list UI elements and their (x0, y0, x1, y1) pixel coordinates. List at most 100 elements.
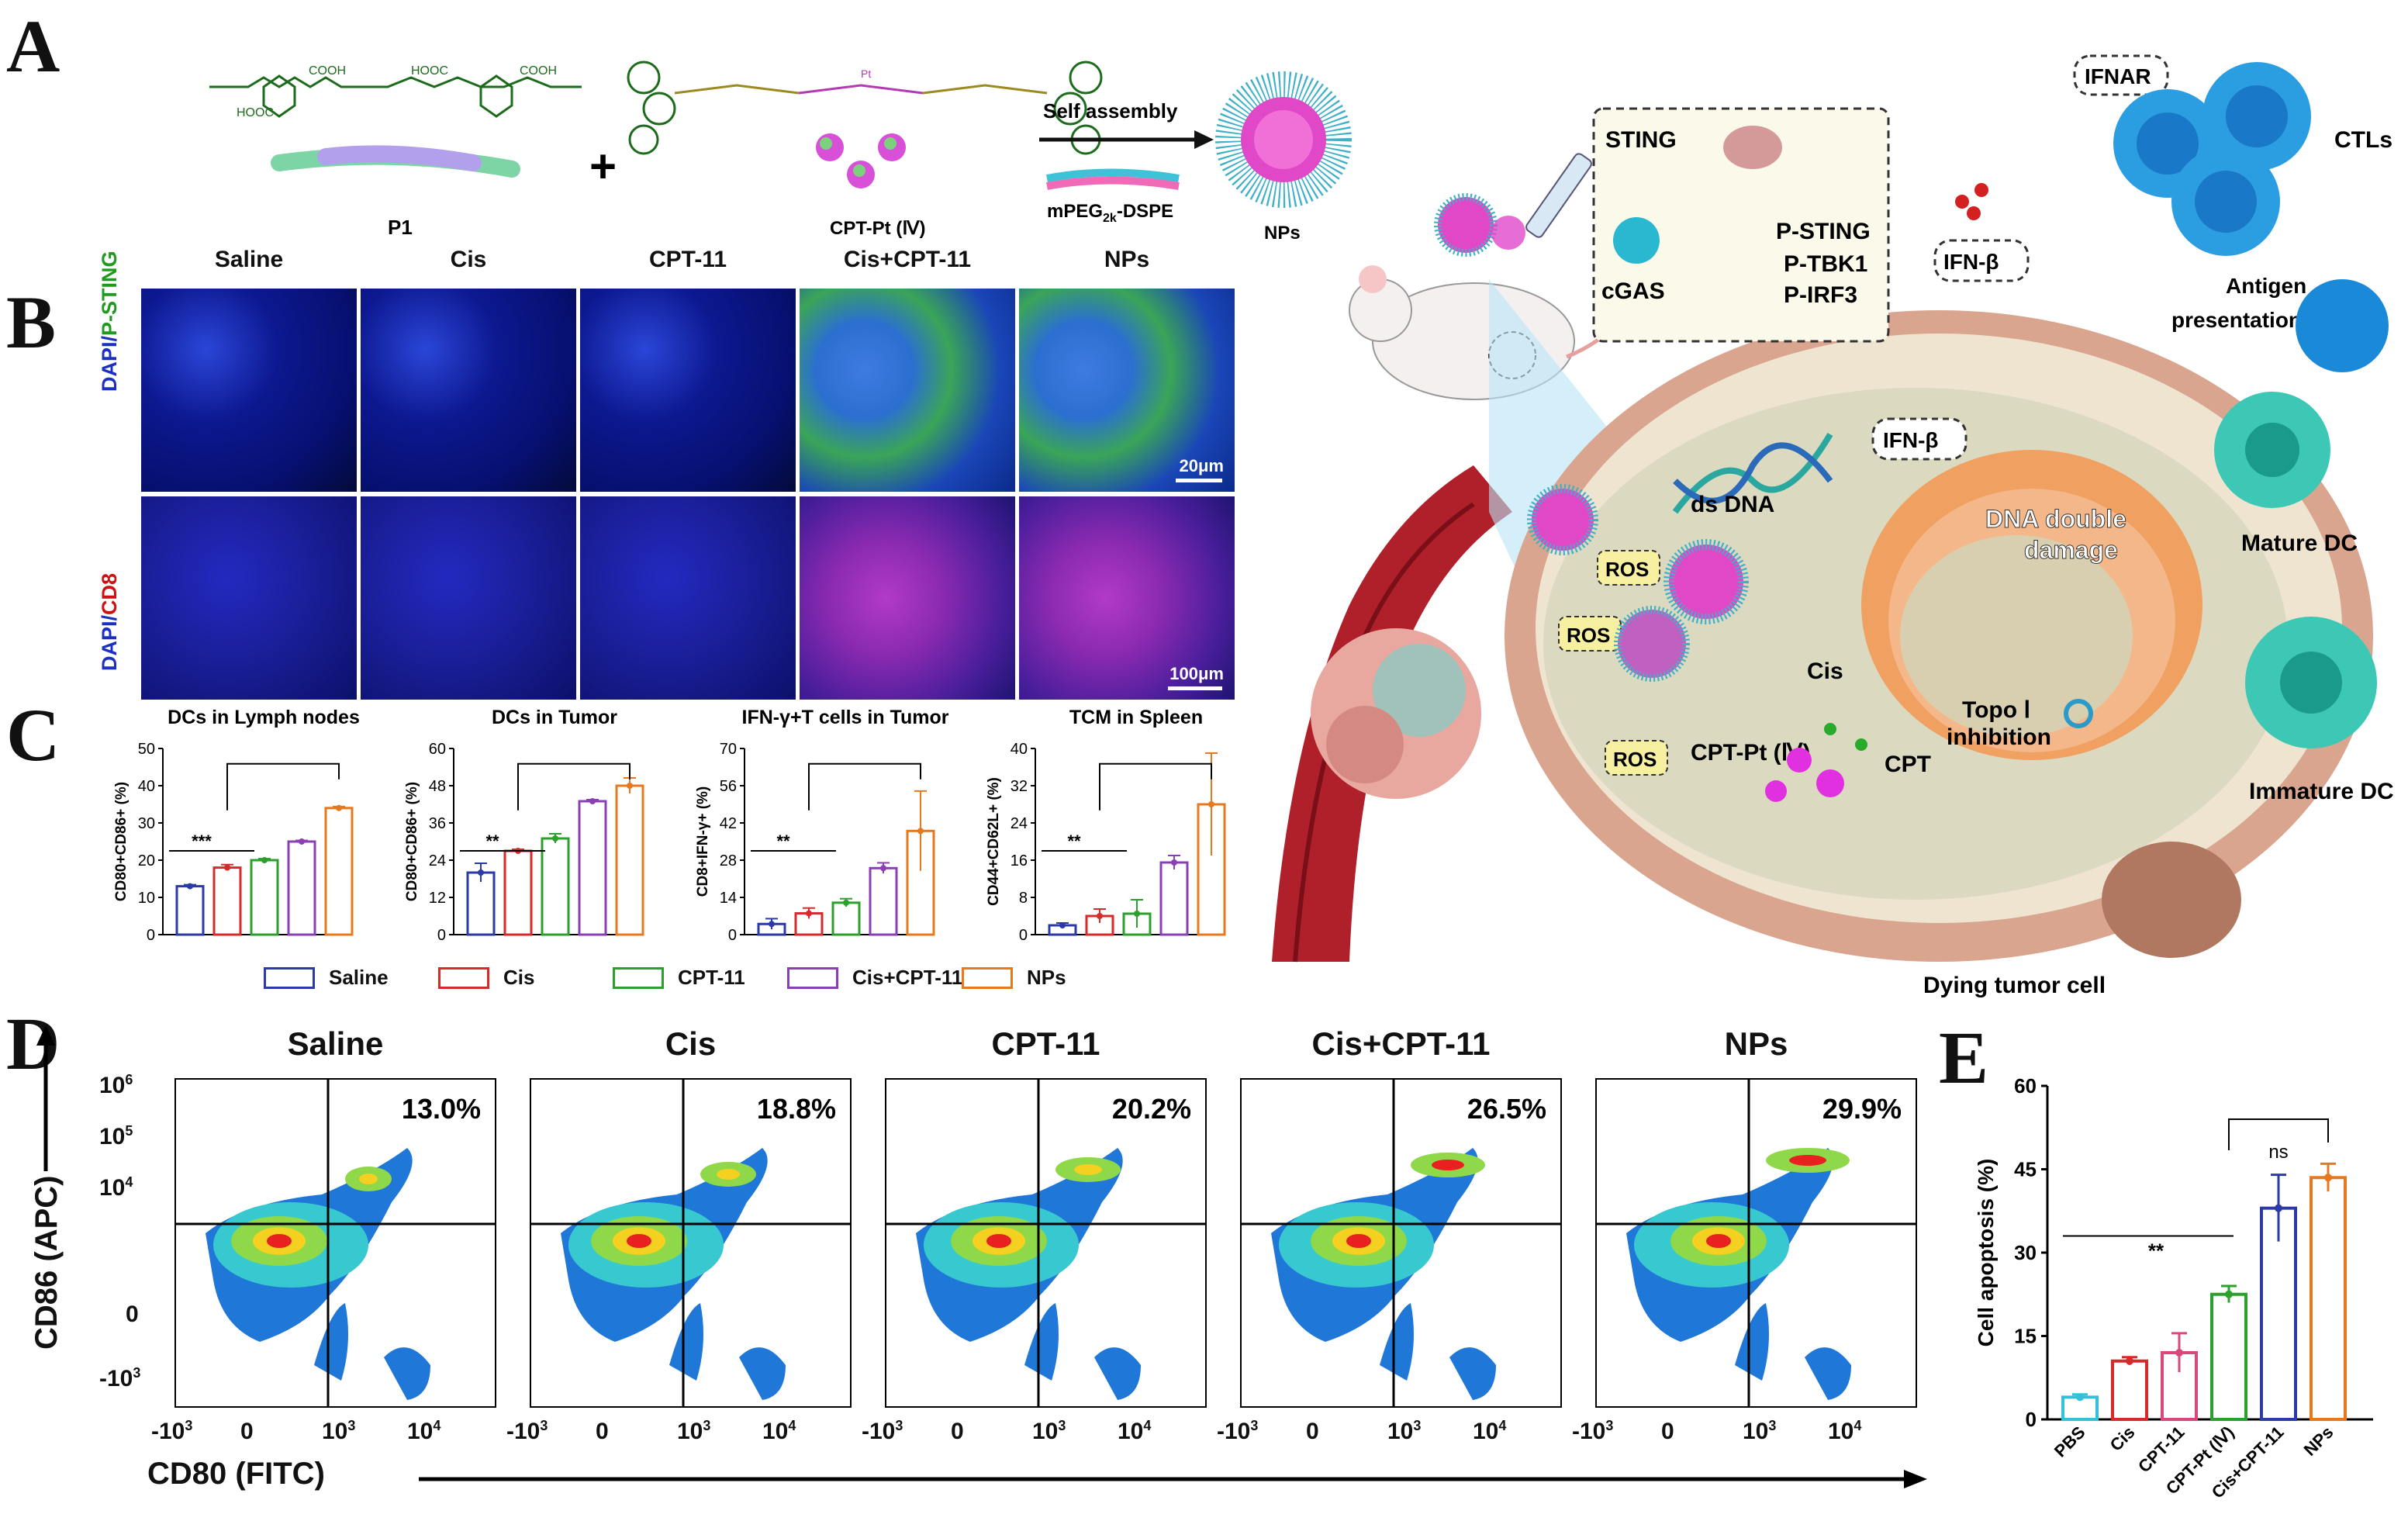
label-dsdna: ds DNA (1691, 492, 1774, 517)
bar (615, 784, 644, 936)
y-axis-label: CD80+CD86+ (%) (404, 782, 420, 901)
data-point (1097, 913, 1103, 919)
bar (175, 885, 205, 936)
micrograph-cd8-nps: 100μm (1019, 496, 1235, 700)
flow-x-tick: -103 (1217, 1418, 1259, 1444)
data-point (1059, 922, 1066, 928)
flow-x-tick: 0 (951, 1419, 964, 1444)
data-point (187, 883, 193, 890)
significance-bracket (2228, 1118, 2329, 1150)
y-tick-label: 0 (1019, 927, 1028, 944)
data-point (2324, 1174, 2332, 1182)
panel-e-letter: E (1939, 1016, 1989, 1099)
flow-x-tick: 104 (1828, 1418, 1862, 1444)
data-point (261, 857, 268, 863)
chart-title: DCs in Lymph nodes (168, 707, 360, 728)
label-psting: P-STING (1776, 219, 1871, 244)
legend-swatch (438, 966, 489, 989)
flow-x-tick: 103 (322, 1418, 356, 1444)
col-saline: Saline (214, 247, 284, 272)
flow-plot-title: Cis (665, 1025, 717, 1062)
density-red (267, 1234, 292, 1248)
density-tail-right (1805, 1347, 1851, 1400)
svg-text:HOOC: HOOC (237, 106, 274, 119)
label-dna-damage-1: DNA double (1985, 505, 2126, 533)
y-tick-label: 8 (1019, 890, 1028, 907)
flow-x-tick: 103 (1743, 1418, 1777, 1444)
legend-swatch (787, 966, 838, 989)
quadrant-percent: 29.9% (1822, 1093, 1902, 1125)
legend-item: Saline (264, 966, 389, 990)
legend-label: Cis (503, 966, 535, 989)
bar (2210, 1292, 2247, 1421)
y-axis-label: CD8+IFN-γ+ (%) (695, 786, 711, 897)
label-antigen: Antigen (2226, 274, 2306, 298)
density-red (1346, 1234, 1371, 1248)
bar (1159, 861, 1189, 936)
self-assembly-label: Self assembly (1043, 99, 1178, 123)
legend-swatch (962, 966, 1013, 989)
np-sphere (1215, 71, 1352, 208)
label-ifnar: IFNAR (2085, 64, 2151, 88)
data-point (769, 921, 775, 928)
row2-label: DAPI/CD8 (98, 572, 121, 671)
y-tick-label: 0 (2026, 1408, 2037, 1431)
bar (831, 901, 861, 936)
row1-label: DAPI/P-STING (98, 251, 121, 392)
panel-c-charts: DCs in Lymph nodes 0 10 20 30 40 50 CD80+CD86+ … (113, 707, 1226, 944)
y-axis-label: Cell apoptosis (%) (1974, 1159, 1998, 1347)
micrograph-cd8-cis-cpt11 (800, 496, 1015, 700)
col-cis: Cis (450, 247, 487, 272)
data-point (336, 804, 342, 811)
label-ros-2: ROS (1567, 624, 1610, 647)
micrograph-cd8-cis (361, 496, 576, 700)
data-point (917, 828, 924, 835)
data-point (224, 864, 230, 871)
x-tick-label: Cis (2106, 1422, 2139, 1455)
data-point (2126, 1357, 2133, 1365)
flow-x-tick: 103 (1032, 1418, 1066, 1444)
y-tick-label: 48 (429, 778, 446, 795)
significance-stars: ** (485, 831, 499, 851)
flow-x-tick: -103 (862, 1418, 903, 1444)
density-upper-core (717, 1169, 740, 1180)
flow-y-tick-1e5: 105 (99, 1123, 133, 1149)
y-tick-label: 60 (429, 741, 446, 758)
flow-plot-title: NPs (1724, 1025, 1788, 1062)
significance-bracket (808, 762, 921, 811)
panel-b-headers: Saline Cis CPT-11 Cis+CPT-11 NPs (141, 247, 1227, 281)
bar (212, 866, 242, 936)
y-tick-label: 45 (2014, 1158, 2037, 1181)
flow-plot: 20.2% (885, 1078, 1207, 1408)
data-point (478, 869, 484, 876)
bar (541, 837, 570, 936)
flow-x-tick: 104 (762, 1418, 796, 1444)
label-pirf3: P-IRF3 (1784, 282, 1857, 308)
flow-plot: 26.5% (1240, 1078, 1562, 1408)
significance-ns: ns (2268, 1142, 2288, 1163)
svg-text:COOH: COOH (520, 64, 557, 78)
ctl-cells (2113, 62, 2311, 256)
y-tick-label: 32 (1011, 778, 1028, 795)
quadrant-percent: 20.2% (1112, 1093, 1191, 1125)
col-cpt11: CPT-11 (648, 247, 727, 272)
label-ctls: CTLs (2334, 127, 2392, 153)
density-upper-core (1789, 1155, 1826, 1166)
chart-c-0: DCs in Lymph nodes 0 10 20 30 40 50 CD80+CD86+ … (113, 707, 360, 944)
chart-title: DCs in Tumor (492, 707, 617, 728)
legend-label: Cis+CPT-11 (852, 966, 963, 989)
quadrant-percent: 26.5% (1467, 1093, 1546, 1125)
panel-a-synthesis: COOH HOOC COOH HOOC P1 + Pt CPT-Pt (Ⅳ) S… (209, 60, 1352, 244)
drug-particles (816, 133, 906, 188)
label-ros-3: ROS (1613, 748, 1657, 771)
y-tick-label: 28 (720, 852, 737, 869)
flow-x-tick: 104 (1118, 1418, 1152, 1444)
density-tail (1735, 1303, 1769, 1381)
flow-plot-title: Saline (287, 1025, 384, 1062)
mechanism-schematic: STING cGAS P-STING P-TBK1 P-IRF3 IFNAR I… (1272, 54, 2394, 998)
significance-bracket (226, 762, 340, 811)
y-tick-label: 0 (437, 927, 446, 944)
chart-title: IFN-γ+T cells in Tumor (742, 707, 949, 728)
col-nps: NPs (1104, 247, 1150, 272)
label-cpt: CPT (1885, 752, 1931, 777)
